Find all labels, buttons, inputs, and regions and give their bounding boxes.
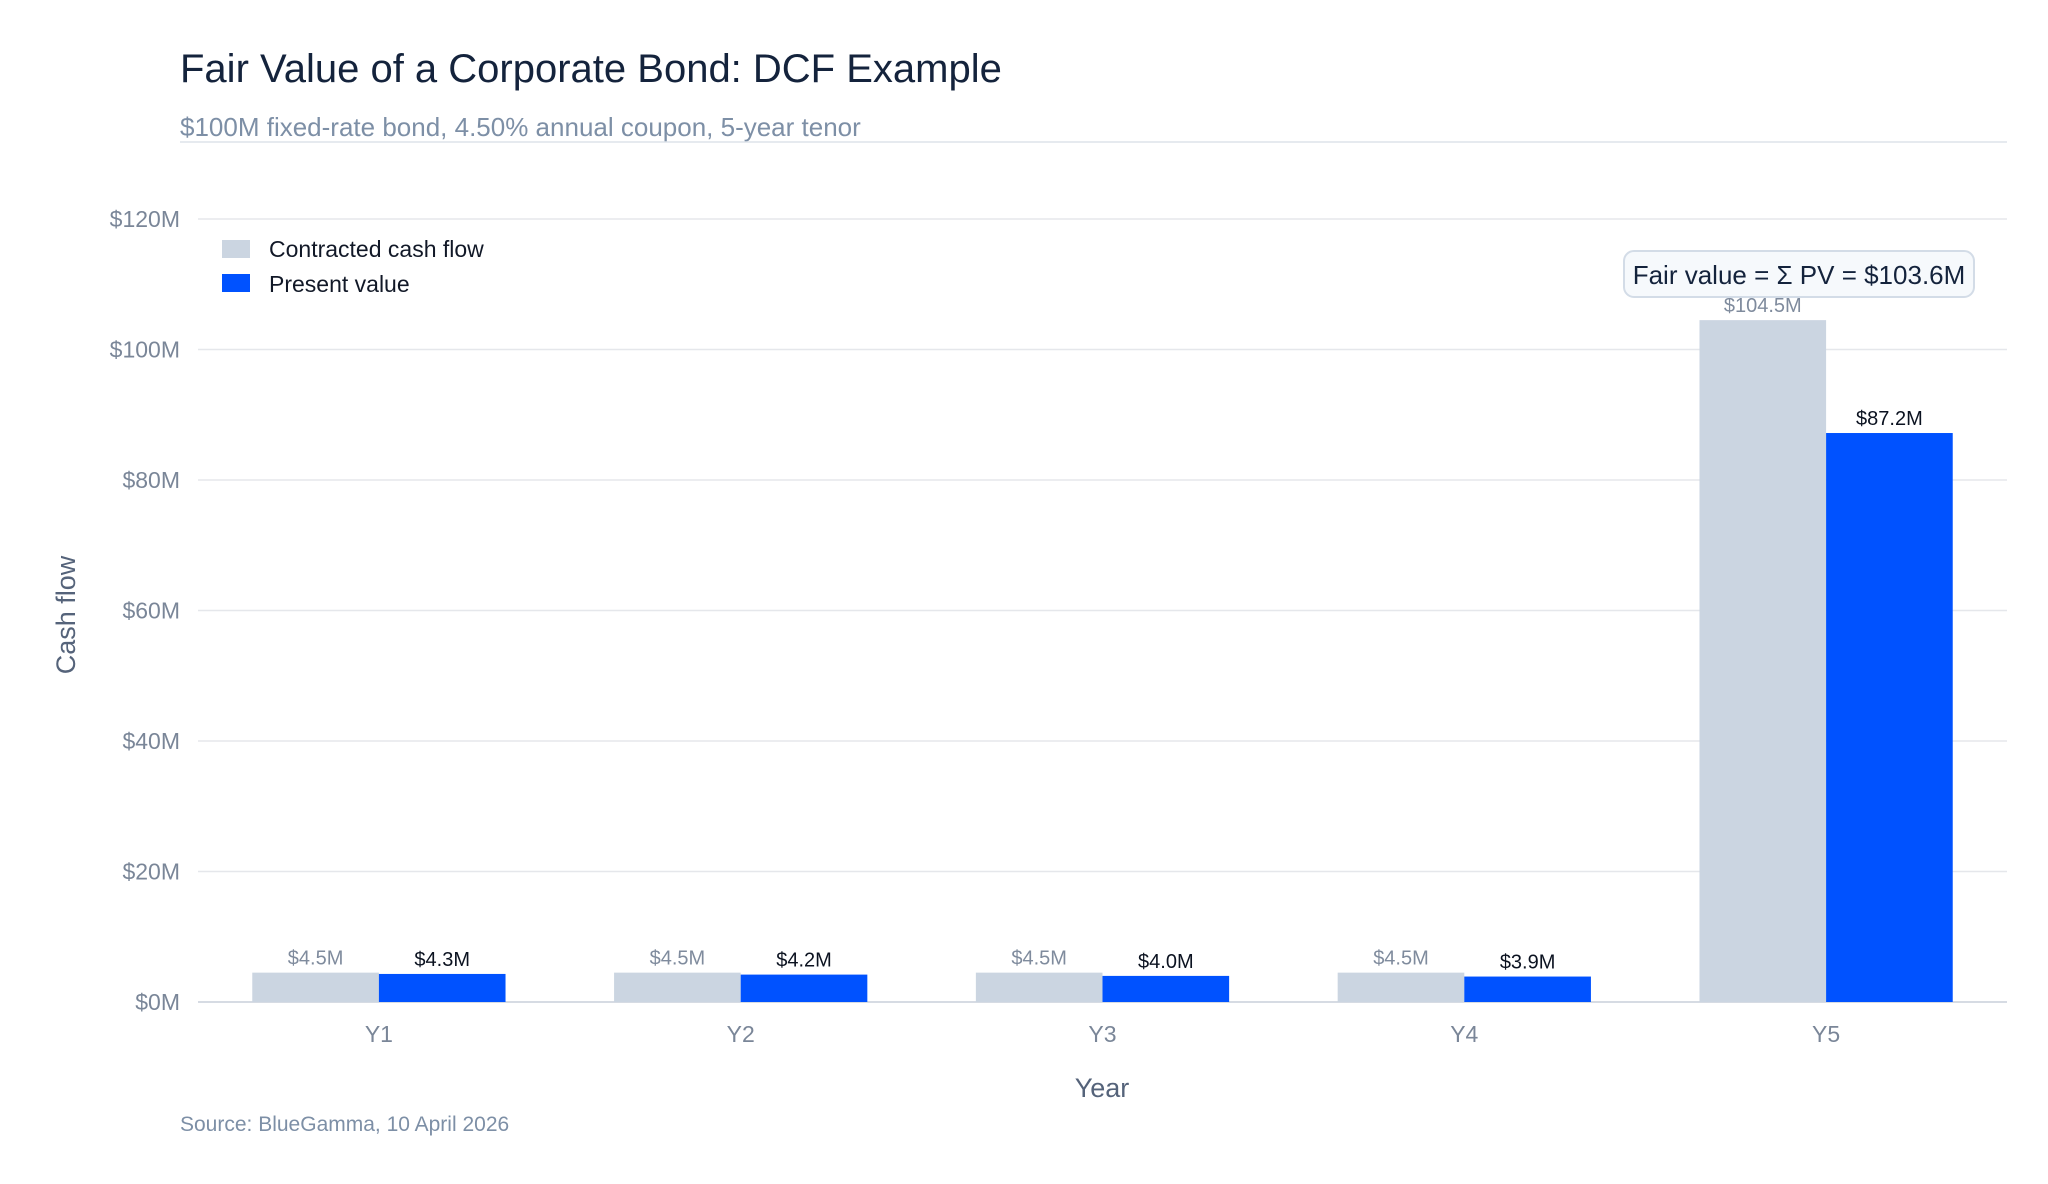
data-label-contracted-y5: $104.5M	[1724, 295, 1802, 317]
chart-subtitle: $100M fixed-rate bond, 4.50% annual coup…	[180, 112, 861, 142]
bars	[252, 320, 1953, 1002]
bar-contracted-y4	[1337, 972, 1465, 1002]
x-tick-label: Y1	[365, 1021, 393, 1047]
x-tick-label: Y4	[1450, 1021, 1478, 1047]
data-label-contracted-y4: $4.5M	[1373, 948, 1429, 970]
x-tick-label: Y2	[727, 1021, 755, 1047]
y-axis-ticks: $0M $20M $40M $60M $80M $100M $120M	[110, 206, 180, 1015]
bar-present-value-y1	[378, 973, 506, 1002]
y-tick-label: $40M	[122, 728, 180, 754]
fair-value-box	[1623, 250, 1975, 298]
x-tick-label: Y5	[1812, 1021, 1840, 1047]
legend-label-contracted: Contracted cash flow	[269, 236, 484, 262]
data-label-contracted-y2: $4.5M	[650, 948, 706, 970]
bar-present-value-y4	[1464, 976, 1591, 1002]
data-label-present-value-y4: $3.9M	[1500, 952, 1556, 974]
fair-value-annotation: Fair value = Σ PV = $103.6M	[1623, 250, 1975, 298]
legend-swatch-contracted	[222, 240, 250, 258]
data-label-present-value-y5: $87.2M	[1856, 408, 1923, 430]
y-tick-label: $80M	[122, 467, 180, 493]
legend-label-present-value: Present value	[269, 271, 410, 297]
y-axis-title: Cash flow	[51, 555, 81, 674]
bar-present-value-y5	[1826, 433, 1953, 1002]
data-label-contracted-y3: $4.5M	[1011, 948, 1067, 970]
legend-swatch-present-value	[222, 274, 250, 292]
data-label-present-value-y1: $4.3M	[414, 949, 470, 971]
bar-present-value-y2	[740, 974, 868, 1002]
bar-labels: $4.5M $4.3M $4.5M $4.2M $4.5M $4.0M $4.5M $3.9M…	[288, 295, 1923, 973]
bar-contracted-y3	[975, 972, 1103, 1002]
chart-title: Fair Value of a Corporate Bond: DCF Exam…	[180, 47, 1002, 91]
bar-contracted-y1	[252, 972, 379, 1002]
x-axis-ticks: Y1 Y2 Y3 Y4 Y5	[365, 1021, 1840, 1047]
bar-present-value-y3	[1102, 975, 1230, 1002]
data-label-present-value-y3: $4.0M	[1138, 951, 1194, 973]
x-axis-title: Year	[1075, 1073, 1130, 1103]
y-tick-label: $100M	[110, 337, 180, 363]
y-tick-label: $20M	[122, 859, 180, 885]
legend: Contracted cash flow Present value	[222, 236, 484, 297]
data-label-present-value-y2: $4.2M	[776, 950, 832, 972]
fair-value-label: Fair value = Σ PV = $103.6M	[1633, 260, 1966, 290]
y-tick-label: $120M	[110, 206, 180, 232]
source-note: Source: BlueGamma, 10 April 2026	[180, 1113, 509, 1136]
bar-contracted-y2	[614, 972, 741, 1002]
x-tick-label: Y3	[1088, 1021, 1116, 1047]
y-tick-label: $0M	[135, 989, 180, 1015]
data-label-contracted-y1: $4.5M	[288, 948, 344, 970]
bar-contracted-y5	[1699, 320, 1827, 1002]
y-tick-label: $60M	[122, 598, 180, 624]
